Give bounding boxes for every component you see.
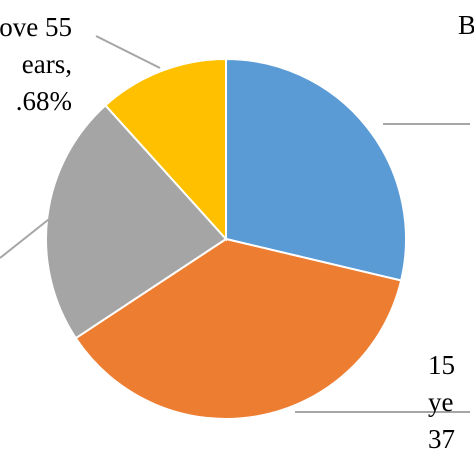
slice-label-1-line-2: 37 (428, 424, 455, 454)
pie-slices (45, 57, 407, 420)
pie-slice-0 (225, 57, 407, 282)
slice-label-1-line-1: ye (428, 387, 454, 417)
slice-label-3-line-2: .68% (16, 86, 72, 116)
slice-label-3-line-0: ove 55 (0, 12, 72, 42)
pie-slice-1 (74, 237, 403, 420)
slice-label-3: ove 55 ears, .68% (0, 12, 72, 116)
slice-labels: B 15 ye 37 ove 55 ears, .68% (0, 10, 474, 454)
slice-label-0-line-0: B (458, 10, 474, 40)
slice-label-1-line-0: 15 (428, 350, 455, 380)
pie-slice-2 (45, 103, 228, 340)
leader-line-2 (0, 211, 59, 259)
leader-line-3 (95, 35, 161, 69)
pie-slice-3 (104, 57, 227, 242)
slice-label-0: B (458, 10, 474, 40)
leader-lines (0, 35, 470, 413)
slice-label-3-line-1: ears, (22, 49, 72, 79)
slice-label-1: 15 ye 37 (428, 350, 455, 454)
